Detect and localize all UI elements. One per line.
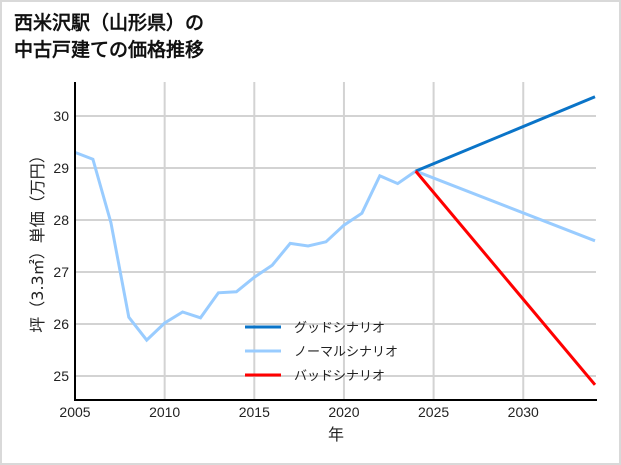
legend-label: ノーマルシナリオ <box>294 345 398 360</box>
x-tick-labels: 2005 2010 2015 2020 2025 2030 <box>59 404 539 420</box>
x-tick-label: 2025 <box>418 404 449 420</box>
x-tick-label: 2030 <box>508 404 539 420</box>
y-tick-label: 28 <box>53 212 69 228</box>
y-tick-labels: 25 26 27 28 29 30 <box>53 108 69 384</box>
x-tick-label: 2020 <box>328 404 359 420</box>
y-axis-title: 坪（3.3㎡）単価（万円） <box>28 147 47 332</box>
chart-title: 西米沢駅（山形県）の 中古戸建ての価格推移 <box>14 10 204 64</box>
legend-label: グッドシナリオ <box>294 321 385 336</box>
x-tick-label: 2015 <box>239 404 270 420</box>
y-tick-label: 26 <box>53 316 69 332</box>
x-axis-title: 年 <box>328 425 344 444</box>
series-line <box>414 170 597 386</box>
y-tick-label: 29 <box>53 160 69 176</box>
x-tick-label: 2010 <box>149 404 180 420</box>
chart-title-line1: 西米沢駅（山形県）の <box>14 12 205 34</box>
legend-label: バッドシナリオ <box>294 369 385 384</box>
series-line <box>415 95 596 173</box>
y-tick-label: 30 <box>53 108 69 124</box>
x-tick-label: 2005 <box>59 404 90 420</box>
series-line <box>74 150 596 343</box>
series-lines <box>74 95 597 386</box>
y-tick-label: 25 <box>53 368 69 384</box>
chart-title-line2: 中古戸建ての価格推移 <box>14 39 205 61</box>
y-tick-label: 27 <box>53 264 69 280</box>
